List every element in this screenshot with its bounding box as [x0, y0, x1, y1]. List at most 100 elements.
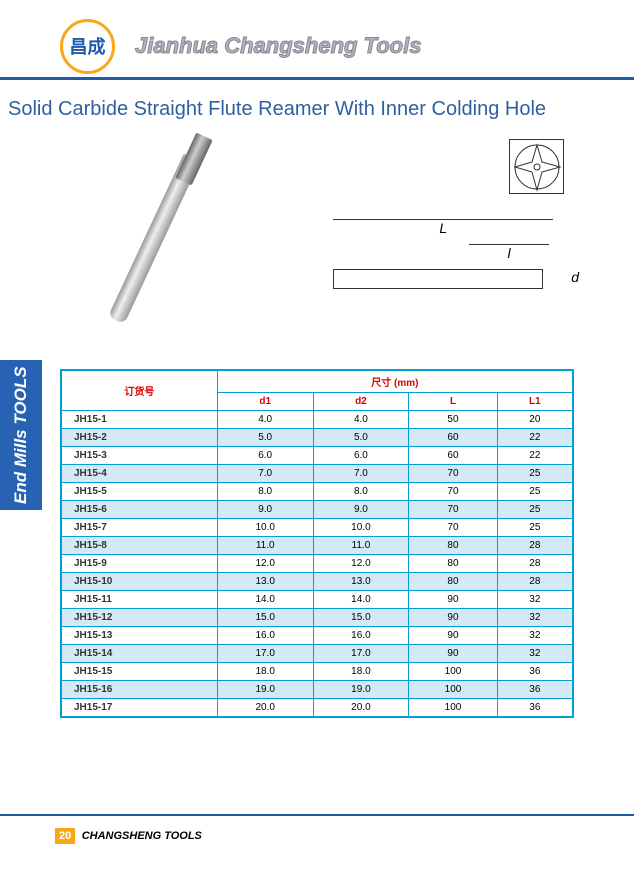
table-row: JH15-1114.014.09032: [62, 591, 573, 609]
spec-cell: 25: [497, 519, 572, 537]
spec-cell: 36: [497, 663, 572, 681]
logo-icon: 昌成: [60, 19, 115, 74]
spec-cell: 6.0: [313, 447, 409, 465]
part-number-cell: JH15-12: [62, 609, 218, 627]
spec-cell: 17.0: [313, 645, 409, 663]
part-number-cell: JH15-4: [62, 465, 218, 483]
spec-cell: 80: [409, 573, 497, 591]
table-row: JH15-811.011.08028: [62, 537, 573, 555]
spec-cell: 70: [409, 465, 497, 483]
page-title: Solid Carbide Straight Flute Reamer With…: [0, 80, 634, 139]
spec-cell: 17.0: [217, 645, 313, 663]
spec-cell: 14.0: [313, 591, 409, 609]
table-row: JH15-710.010.07025: [62, 519, 573, 537]
spec-cell: 20.0: [217, 699, 313, 717]
spec-cell: 19.0: [313, 681, 409, 699]
spec-cell: 8.0: [313, 483, 409, 501]
spec-cell: 22: [497, 447, 572, 465]
col-d2: d2: [313, 393, 409, 411]
spec-cell: 60: [409, 429, 497, 447]
table-header-dims: 尺寸 (mm): [217, 371, 572, 393]
spec-cell: 4.0: [313, 411, 409, 429]
page-header: 昌成 Jianhua Changsheng Tools: [0, 0, 634, 80]
col-L: L: [409, 393, 497, 411]
spec-cell: 13.0: [313, 573, 409, 591]
col-L1: L1: [497, 393, 572, 411]
table-row: JH15-1417.017.09032: [62, 645, 573, 663]
spec-cell: 11.0: [313, 537, 409, 555]
table-row: JH15-912.012.08028: [62, 555, 573, 573]
spec-cell: 15.0: [313, 609, 409, 627]
footer-brand: CHANGSHENG TOOLS: [82, 830, 202, 842]
spec-cell: 7.0: [313, 465, 409, 483]
table-header-corner: 订货号: [62, 371, 218, 411]
table-row: JH15-1720.020.010036: [62, 699, 573, 717]
part-number-cell: JH15-13: [62, 627, 218, 645]
dimension-d: d: [571, 269, 579, 285]
spec-cell: 32: [497, 645, 572, 663]
spec-cell: 90: [409, 609, 497, 627]
spec-cell: 100: [409, 699, 497, 717]
spec-cell: 32: [497, 609, 572, 627]
page-number: 20: [55, 828, 75, 844]
spec-cell: 25: [497, 501, 572, 519]
logo-text: 昌成: [70, 33, 106, 59]
spec-cell: 70: [409, 519, 497, 537]
spec-cell: 18.0: [217, 663, 313, 681]
diagram-area: L l d: [0, 139, 634, 359]
spec-cell: 25: [497, 465, 572, 483]
table-row: JH15-1316.016.09032: [62, 627, 573, 645]
spec-cell: 100: [409, 663, 497, 681]
part-number-cell: JH15-9: [62, 555, 218, 573]
table-row: JH15-25.05.06022: [62, 429, 573, 447]
spec-cell: 20.0: [313, 699, 409, 717]
part-number-cell: JH15-2: [62, 429, 218, 447]
spec-cell: 60: [409, 447, 497, 465]
spec-cell: 70: [409, 501, 497, 519]
spec-cell: 28: [497, 537, 572, 555]
col-d1: d1: [217, 393, 313, 411]
spec-cell: 18.0: [313, 663, 409, 681]
spec-cell: 16.0: [313, 627, 409, 645]
spec-cell: 9.0: [313, 501, 409, 519]
spec-cell: 6.0: [217, 447, 313, 465]
page-footer: 20 CHANGSHENG TOOLS: [0, 814, 634, 844]
table-row: JH15-47.07.07025: [62, 465, 573, 483]
part-number-cell: JH15-7: [62, 519, 218, 537]
part-number-cell: JH15-11: [62, 591, 218, 609]
spec-cell: 11.0: [217, 537, 313, 555]
part-number-cell: JH15-3: [62, 447, 218, 465]
specs-table: 订货号 尺寸 (mm) d1 d2 L L1 JH15-14.04.05020J…: [60, 369, 574, 718]
spec-cell: 32: [497, 591, 572, 609]
spec-cell: 7.0: [217, 465, 313, 483]
part-number-cell: JH15-5: [62, 483, 218, 501]
table-row: JH15-1215.015.09032: [62, 609, 573, 627]
part-number-cell: JH15-6: [62, 501, 218, 519]
spec-cell: 20: [497, 411, 572, 429]
spec-cell: 28: [497, 573, 572, 591]
spec-cell: 90: [409, 591, 497, 609]
spec-cell: 90: [409, 645, 497, 663]
table-row: JH15-1518.018.010036: [62, 663, 573, 681]
spec-cell: 9.0: [217, 501, 313, 519]
table-row: JH15-14.04.05020: [62, 411, 573, 429]
spec-cell: 5.0: [313, 429, 409, 447]
spec-cell: 12.0: [313, 555, 409, 573]
part-number-cell: JH15-8: [62, 537, 218, 555]
spec-cell: 36: [497, 699, 572, 717]
spec-cell: 32: [497, 627, 572, 645]
part-number-cell: JH15-15: [62, 663, 218, 681]
dimension-l: l: [469, 244, 549, 261]
table-row: JH15-58.08.07025: [62, 483, 573, 501]
spec-cell: 10.0: [313, 519, 409, 537]
spec-cell: 22: [497, 429, 572, 447]
spec-cell: 100: [409, 681, 497, 699]
part-number-cell: JH15-10: [62, 573, 218, 591]
spec-cell: 12.0: [217, 555, 313, 573]
company-name: Jianhua Changsheng Tools: [135, 33, 421, 59]
dimension-L: L: [333, 219, 553, 236]
spec-cell: 13.0: [217, 573, 313, 591]
spec-cell: 80: [409, 537, 497, 555]
spec-cell: 4.0: [217, 411, 313, 429]
spec-cell: 15.0: [217, 609, 313, 627]
